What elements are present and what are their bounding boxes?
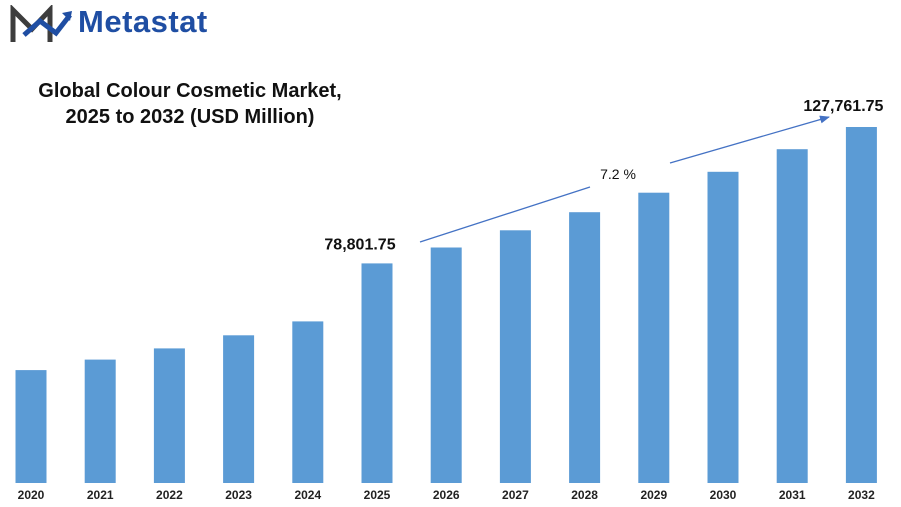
x-tick-label-2032: 2032 — [848, 488, 875, 502]
bar-2020 — [15, 370, 47, 483]
chart-title-line1: Global Colour Cosmetic Market, — [38, 80, 342, 102]
bar-2032 — [845, 127, 877, 483]
bar-2022 — [153, 348, 185, 483]
bar-2030 — [707, 171, 739, 484]
annotations: 78,801.75 127,761.75 7.2 % — [324, 98, 883, 253]
chart-title: Global Colour Cosmetic Market, 2025 to 2… — [10, 78, 370, 130]
bar-series — [15, 127, 877, 484]
x-tick-label-2025: 2025 — [364, 488, 391, 502]
x-tick-label-2022: 2022 — [156, 488, 183, 502]
bar-2027 — [499, 230, 531, 483]
bar-2028 — [569, 212, 601, 483]
bar-2029 — [638, 192, 670, 483]
bar-2031 — [776, 149, 808, 483]
bar-2025 — [361, 263, 393, 483]
x-tick-label-2024: 2024 — [294, 488, 321, 502]
x-tick-label-2020: 2020 — [18, 488, 45, 502]
x-tick-label-2030: 2030 — [710, 488, 737, 502]
x-tick-label-2029: 2029 — [640, 488, 667, 502]
value-label-end: 127,761.75 — [803, 98, 883, 115]
bar-2026 — [430, 247, 462, 483]
cagr-arrow-line-right — [669, 115, 830, 164]
x-tick-label-2028: 2028 — [571, 488, 598, 502]
x-tick-label-2026: 2026 — [433, 488, 460, 502]
x-tick-label-2021: 2021 — [87, 488, 114, 502]
x-axis-tick-labels: 2020 2021 2022 2023 2024 2025 2026 2027 2028 2029… — [18, 488, 875, 502]
metastat-logo-icon — [10, 5, 72, 42]
bar-2023 — [223, 335, 255, 483]
bar-2024 — [292, 321, 324, 483]
value-label-start: 78,801.75 — [324, 236, 395, 253]
cagr-arrow-line-left — [419, 186, 591, 243]
chart-title-line2: 2025 to 2032 (USD Million) — [65, 106, 315, 128]
x-tick-label-2027: 2027 — [502, 488, 529, 502]
cagr-label: 7.2 % — [600, 166, 636, 182]
x-tick-label-2023: 2023 — [225, 488, 252, 502]
brand-name: Metastat — [78, 4, 208, 39]
bar-2021 — [84, 359, 116, 483]
x-tick-label-2031: 2031 — [779, 488, 806, 502]
